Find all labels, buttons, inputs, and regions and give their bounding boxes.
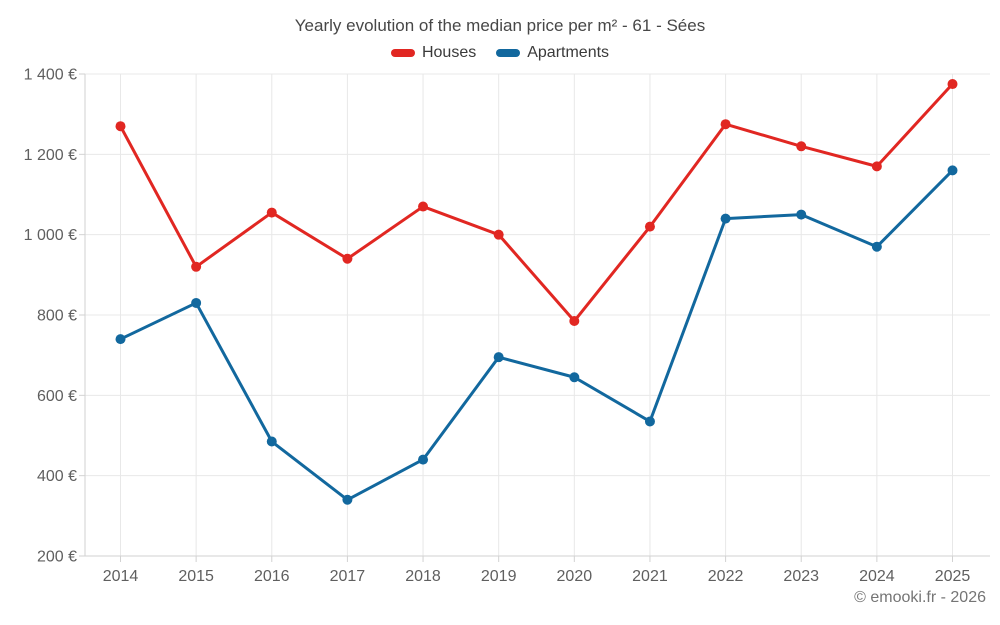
- houses-data-point[interactable]: [115, 121, 126, 132]
- y-axis-tick-label: 1 000 €: [24, 227, 77, 244]
- houses-data-point[interactable]: [644, 221, 655, 232]
- houses-series-line: [119, 82, 954, 323]
- apartments-data-point[interactable]: [569, 372, 580, 383]
- x-axis-tick-label: 2014: [103, 568, 139, 585]
- apartments-data-point[interactable]: [191, 297, 202, 308]
- chart-title: Yearly evolution of the median price per…: [294, 16, 706, 35]
- legend-item-apartments[interactable]: Apartments: [496, 44, 609, 62]
- houses-data-point[interactable]: [418, 201, 429, 212]
- apartments-data-point[interactable]: [796, 209, 807, 220]
- houses-data-point[interactable]: [871, 161, 882, 172]
- apartments-data-point[interactable]: [871, 241, 882, 252]
- houses-legend-label: Houses: [421, 44, 477, 61]
- apartments-data-point[interactable]: [493, 352, 504, 363]
- y-axis-tick-label: 800 €: [37, 308, 77, 325]
- legend: Houses Apartments: [0, 44, 1000, 62]
- houses-data-point[interactable]: [947, 79, 958, 90]
- y-axis-tick-label: 200 €: [37, 549, 77, 566]
- apartments-legend-label: Apartments: [527, 44, 610, 61]
- x-axis-tick-label: 2025: [935, 568, 971, 585]
- x-axis-tick-label: 2016: [254, 568, 290, 585]
- apartments-series-line: [119, 168, 954, 502]
- houses-data-point[interactable]: [191, 261, 202, 272]
- x-axis-tick-label: 2020: [557, 568, 593, 585]
- houses-data-point[interactable]: [342, 253, 353, 264]
- houses-data-point[interactable]: [493, 229, 504, 240]
- apartments-data-point[interactable]: [947, 165, 958, 176]
- x-axis-tick-label: 2024: [859, 568, 895, 585]
- copyright-footer: © emooki.fr - 2026: [854, 589, 986, 606]
- apartments-data-point[interactable]: [342, 494, 353, 505]
- houses-data-point[interactable]: [266, 207, 277, 218]
- houses-color-swatch-icon: [390, 49, 415, 57]
- apartments-data-point[interactable]: [418, 454, 429, 465]
- x-axis-tick-label: 2018: [405, 568, 441, 585]
- x-axis-tick-label: 2022: [708, 568, 744, 585]
- apartments-data-point[interactable]: [266, 436, 277, 447]
- x-axis-tick-label: 2017: [330, 568, 366, 585]
- y-axis-tick-label: 400 €: [37, 468, 77, 485]
- x-axis-tick-label: 2021: [632, 568, 668, 585]
- y-axis-tick-label: 600 €: [37, 388, 77, 405]
- apartments-data-point[interactable]: [720, 213, 731, 224]
- y-axis-tick-label: 1 400 €: [24, 67, 77, 84]
- houses-data-point[interactable]: [796, 141, 807, 152]
- houses-data-point[interactable]: [569, 316, 580, 327]
- legend-item-houses[interactable]: Houses: [390, 44, 477, 62]
- x-axis-tick-label: 2023: [783, 568, 819, 585]
- y-axis-tick-label: 1 200 €: [24, 147, 77, 164]
- x-axis-tick-label: 2019: [481, 568, 517, 585]
- x-axis-tick-label: 2015: [178, 568, 214, 585]
- apartments-data-point[interactable]: [115, 334, 126, 345]
- apartments-color-swatch-icon: [496, 49, 521, 57]
- houses-data-point[interactable]: [720, 119, 731, 130]
- apartments-data-point[interactable]: [644, 416, 655, 427]
